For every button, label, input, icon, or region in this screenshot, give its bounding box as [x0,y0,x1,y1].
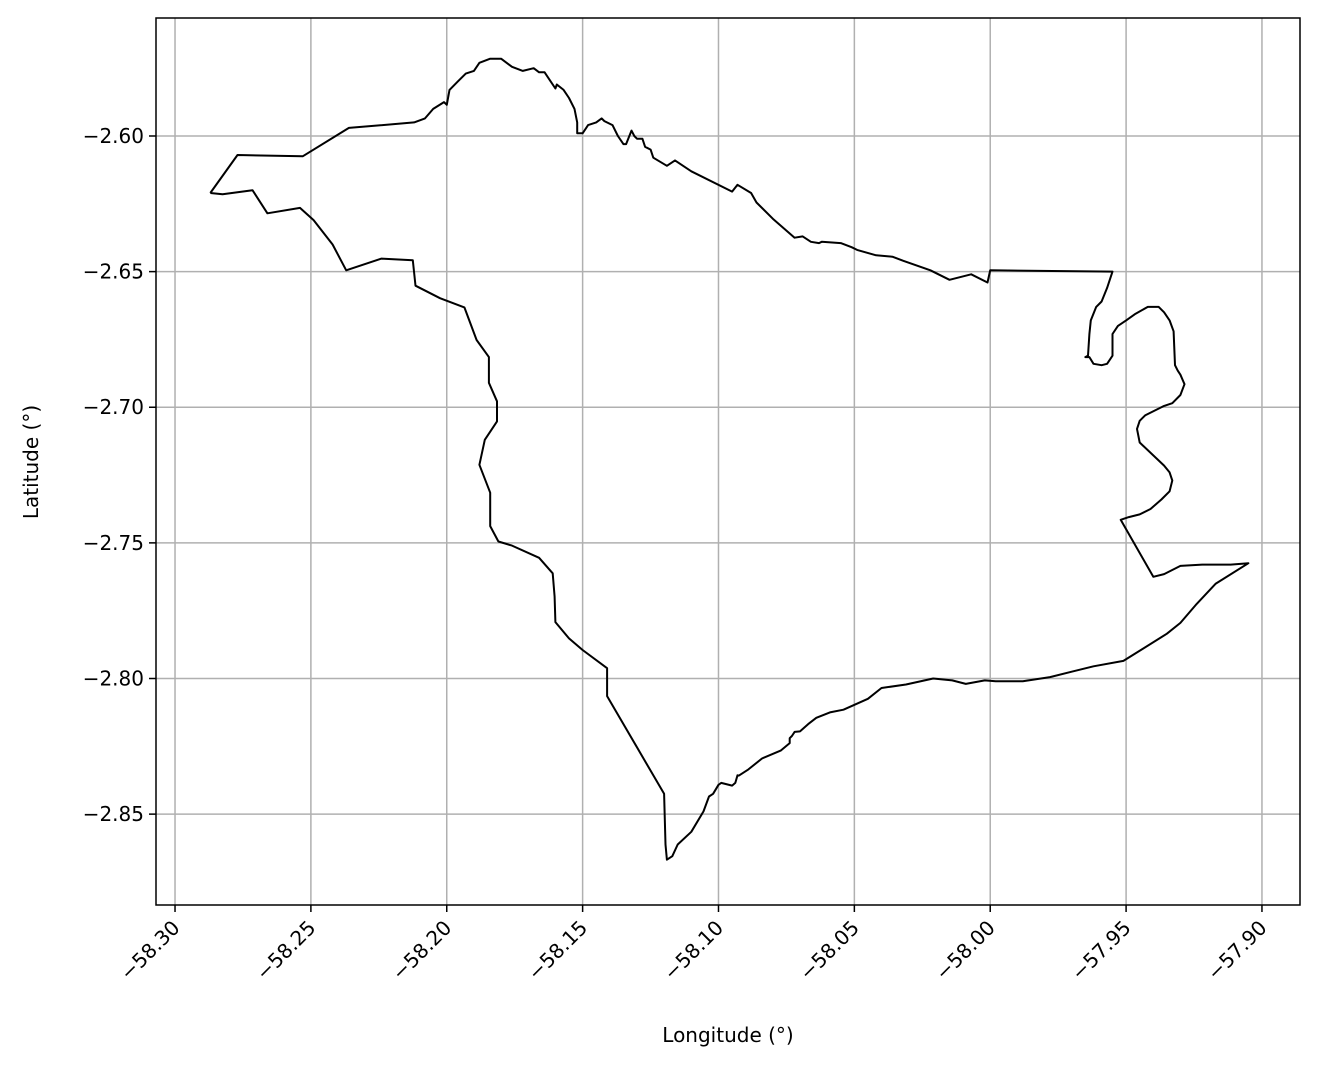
y-axis-label: Latitude (°) [19,405,43,519]
region-outline [209,57,1250,861]
plot-frame [155,17,1301,906]
y-tick-label: −2.80 [83,667,144,691]
x-axis-label: Longitude (°) [662,1023,793,1047]
y-tick-label: −2.60 [83,124,144,148]
y-tick-label: −2.75 [83,531,144,555]
y-tick-label: −2.70 [83,395,144,419]
y-tick-label: −2.85 [83,802,144,826]
y-tick-label: −2.65 [83,260,144,284]
y-axis-ticks: −2.60 −2.65 −2.70 −2.75 −2.80 −2.85 [83,124,156,826]
